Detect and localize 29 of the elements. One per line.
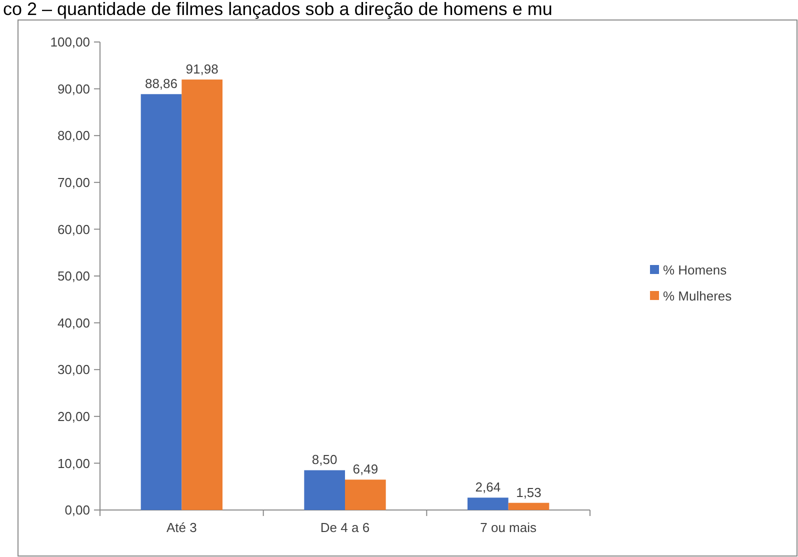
bar (345, 480, 386, 510)
bar (508, 502, 550, 510)
bar (182, 80, 222, 510)
legend-label: % Mulheres (663, 288, 732, 304)
chart-title: co 2 – quantidade de filmes lançados sob a direção de homens e mu (3, 0, 552, 19)
bar (468, 498, 508, 510)
bar (304, 470, 345, 510)
y-tick-label: 0,00 (64, 502, 90, 518)
data-label: 1,53 (516, 484, 542, 500)
data-label: 88,86 (144, 76, 178, 92)
y-tick-label: 70,00 (57, 174, 90, 190)
y-tick-label: 20,00 (57, 408, 90, 424)
bar (140, 94, 182, 510)
y-tick-label: 90,00 (57, 81, 90, 96)
y-tick-label: 80,00 (57, 128, 90, 144)
y-tick-label: 40,00 (57, 315, 90, 330)
data-label: 91,98 (186, 62, 218, 77)
data-label: 8,50 (312, 452, 338, 468)
y-tick-label: 60,00 (57, 222, 90, 237)
x-tick-label: De 4 a 6 (320, 520, 370, 535)
legend-label: % Homens (663, 262, 728, 278)
x-tick-label: Até 3 (166, 520, 197, 535)
y-tick-label: 50,00 (57, 268, 90, 284)
y-tick-label: 100,00 (50, 34, 90, 50)
data-label: 2,64 (475, 480, 501, 495)
data-label: 6,49 (352, 462, 378, 477)
x-tick-label: 7 ou mais (480, 520, 538, 535)
y-tick-label: 10,00 (57, 456, 90, 471)
y-tick-label: 30,00 (57, 362, 90, 378)
